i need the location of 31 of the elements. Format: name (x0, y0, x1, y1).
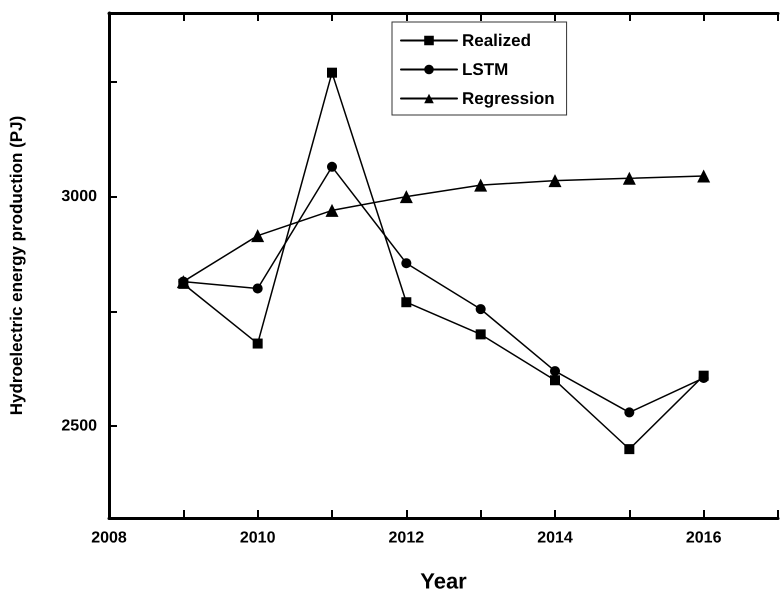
legend-label: LSTM (462, 60, 508, 79)
point (476, 329, 486, 340)
point (476, 304, 486, 314)
x-tick-label: 2016 (686, 530, 722, 546)
point (622, 172, 636, 185)
point (401, 258, 412, 268)
point (252, 338, 263, 349)
point (326, 204, 338, 217)
point (400, 190, 413, 204)
x-tick-label: 2008 (91, 530, 127, 546)
point (624, 407, 634, 418)
point (548, 174, 562, 188)
point (550, 375, 560, 386)
x-tick-label: 2012 (388, 530, 424, 546)
point (624, 444, 634, 454)
point (697, 169, 710, 182)
point (327, 68, 337, 78)
y-axis-title: Hydroelectric energy production (PJ) (7, 116, 26, 416)
x-tick-label: 2010 (240, 530, 276, 546)
y-tick-label: 3000 (61, 188, 98, 206)
legend-label: Realized (462, 31, 531, 50)
point (252, 283, 263, 294)
point (474, 178, 488, 192)
x-axis-title: Year (420, 568, 468, 594)
point (251, 229, 264, 242)
point (550, 366, 560, 376)
x-tick-label: 2014 (537, 530, 573, 546)
point (401, 297, 412, 308)
point (327, 162, 337, 172)
y-tick-label: 2500 (61, 418, 98, 435)
legend-label: Regression (462, 89, 555, 108)
